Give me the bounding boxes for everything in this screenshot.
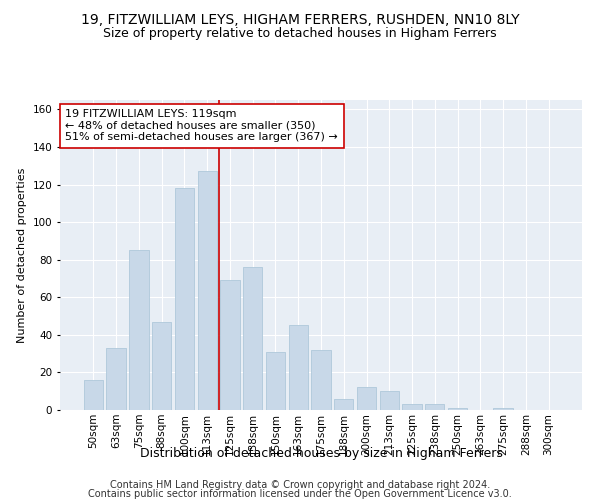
Bar bbox=[84, 380, 103, 410]
Bar bbox=[403, 404, 422, 410]
Bar bbox=[266, 352, 285, 410]
Text: Size of property relative to detached houses in Higham Ferrers: Size of property relative to detached ho… bbox=[103, 28, 497, 40]
Bar bbox=[493, 408, 513, 410]
Bar bbox=[243, 267, 262, 410]
Bar bbox=[106, 348, 126, 410]
Y-axis label: Number of detached properties: Number of detached properties bbox=[17, 168, 27, 342]
Bar bbox=[380, 391, 399, 410]
Bar bbox=[175, 188, 194, 410]
Bar bbox=[152, 322, 172, 410]
Text: 19, FITZWILLIAM LEYS, HIGHAM FERRERS, RUSHDEN, NN10 8LY: 19, FITZWILLIAM LEYS, HIGHAM FERRERS, RU… bbox=[80, 12, 520, 26]
Bar bbox=[220, 280, 239, 410]
Bar bbox=[334, 398, 353, 410]
Bar bbox=[311, 350, 331, 410]
Bar bbox=[357, 388, 376, 410]
Bar bbox=[129, 250, 149, 410]
Bar bbox=[197, 172, 217, 410]
Bar bbox=[448, 408, 467, 410]
Bar bbox=[425, 404, 445, 410]
Text: Distribution of detached houses by size in Higham Ferrers: Distribution of detached houses by size … bbox=[140, 448, 502, 460]
Text: Contains public sector information licensed under the Open Government Licence v3: Contains public sector information licen… bbox=[88, 489, 512, 499]
Text: 19 FITZWILLIAM LEYS: 119sqm
← 48% of detached houses are smaller (350)
51% of se: 19 FITZWILLIAM LEYS: 119sqm ← 48% of det… bbox=[65, 110, 338, 142]
Text: Contains HM Land Registry data © Crown copyright and database right 2024.: Contains HM Land Registry data © Crown c… bbox=[110, 480, 490, 490]
Bar bbox=[289, 326, 308, 410]
